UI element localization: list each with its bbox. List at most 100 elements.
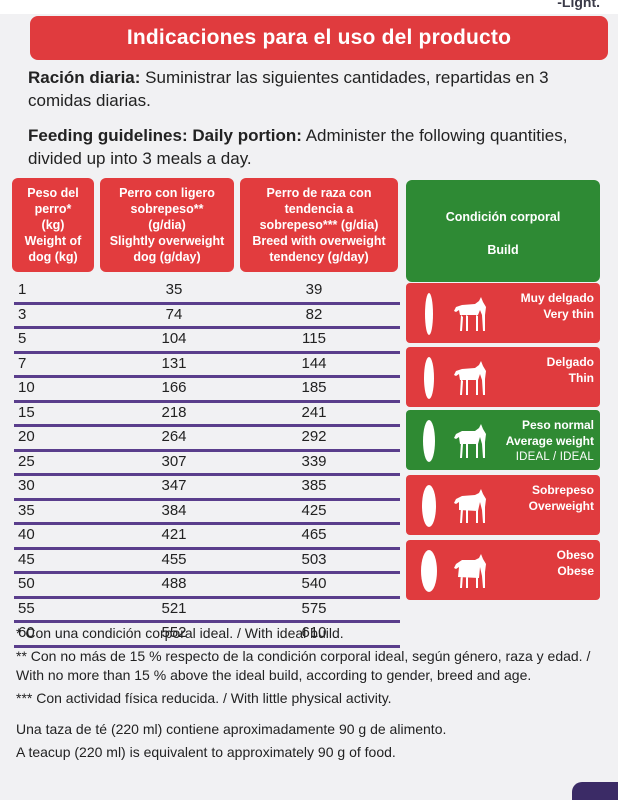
table-row: 60 552 610	[14, 623, 400, 648]
teacup-note-es: Una taza de té (220 ml) contiene aproxim…	[16, 721, 447, 737]
cell-breed: 503	[301, 550, 327, 568]
header-line: Breed with overweight	[252, 234, 386, 248]
condition-label-es: Muy delgado	[520, 291, 594, 305]
cell-breed: 82	[305, 305, 323, 323]
dog-silhouette-icon	[454, 361, 486, 395]
cell-light: 347	[161, 477, 187, 494]
cell-light: 35	[165, 281, 183, 298]
cell-weight: 40	[18, 526, 35, 543]
condition-very-thin: Muy delgado Very thin	[406, 283, 600, 343]
body-condition-title: Condición corporal	[445, 210, 561, 224]
cell-light: 131	[161, 354, 187, 372]
cell-weight: 50	[18, 575, 35, 592]
cell-light: 307	[161, 452, 187, 470]
table-row: 5 104 115	[14, 329, 400, 354]
cell-breed: 185	[301, 379, 327, 396]
cell-breed: 610	[301, 624, 327, 641]
dog-silhouette-icon	[454, 489, 486, 523]
dog-silhouette-icon	[454, 554, 486, 588]
cell-breed: 425	[301, 501, 327, 519]
header-line: sobrepeso*** (g/dia)	[259, 218, 379, 232]
cell-weight: 20	[18, 428, 35, 445]
ration-es-text: Suministrar las siguientes cantidades, r…	[28, 68, 549, 110]
ration-es-label: Ración diaria:	[28, 68, 141, 87]
table-row: 45 455 503	[14, 550, 400, 574]
table-row: 55 521 575	[14, 599, 400, 623]
table-row: 15 218 241	[14, 403, 400, 427]
condition-thin: Delgado Thin	[406, 347, 600, 407]
cell-breed: 144	[301, 354, 327, 372]
top-fragment: -Light.	[557, 0, 600, 10]
ideal-label: IDEAL / IDEAL	[515, 451, 594, 463]
table-row: 10 166 185	[14, 378, 400, 403]
table-row: 3 74 82	[14, 305, 400, 329]
header-line: dog (kg)	[28, 250, 78, 264]
cell-weight: 60	[18, 624, 35, 641]
cell-weight: 7	[18, 354, 27, 372]
dog-top-view-icon	[421, 550, 437, 592]
footnotes: * Con una condición corporal ideal. / Wi…	[16, 624, 606, 766]
header-line: Perro de raza con	[266, 186, 372, 200]
ration-en-text: Administer the following quantities, div…	[28, 126, 568, 168]
header-slightly-overweight: Perro con ligero sobrepeso** (g/dia) Sli…	[100, 178, 234, 272]
cell-weight: 35	[18, 501, 35, 519]
condition-label-en: Thin	[568, 371, 594, 385]
body-condition-header: Condición corporal Build	[406, 180, 600, 282]
condition-label-es: Sobrepeso	[531, 483, 594, 497]
table-row: 20 264 292	[14, 427, 400, 452]
dog-top-view-icon	[423, 420, 435, 462]
cell-light: 218	[161, 403, 187, 421]
cell-light: 455	[161, 550, 187, 568]
condition-label-en: Overweight	[528, 499, 594, 513]
condition-label-en: Average weight	[505, 434, 594, 448]
condition-overweight: Sobrepeso Overweight	[406, 475, 600, 535]
table-row: 50 488 540	[14, 574, 400, 599]
section-banner: Indicaciones para el uso del producto	[30, 16, 608, 60]
cell-breed: 339	[301, 452, 327, 470]
cell-light: 552	[161, 624, 187, 641]
cell-breed: 575	[301, 599, 327, 617]
cell-light: 488	[161, 575, 187, 592]
cell-light: 264	[161, 428, 187, 445]
table-row: 40 421 465	[14, 525, 400, 550]
condition-label-en: Obese	[557, 564, 594, 578]
table-row: 30 347 385	[14, 476, 400, 501]
dog-top-view-icon	[424, 357, 434, 399]
cell-light: 74	[165, 305, 183, 323]
header-line: perro*	[34, 202, 72, 216]
header-line: tendencia a	[284, 202, 354, 216]
feeding-guidelines-en: Feeding guidelines: Daily portion: Admin…	[28, 124, 603, 170]
table-row: 1 35 39	[14, 280, 400, 305]
footnote-1: * Con una condición corporal ideal. / Wi…	[16, 625, 344, 641]
cell-breed: 241	[301, 403, 327, 421]
header-line: Slightly overweight	[109, 234, 225, 248]
footnote-2: ** Con no más de 15 % respecto de la con…	[16, 648, 591, 683]
cell-breed: 465	[301, 526, 327, 543]
teacup-note-en: A teacup (220 ml) is equivalent to appro…	[16, 744, 396, 760]
dog-top-view-icon	[422, 485, 436, 527]
cell-light: 421	[161, 526, 187, 543]
condition-label-es: Delgado	[546, 355, 594, 369]
feeding-table: 1 35 39 3 74 82 5 104 115 7 131 144 10 166 185 15 2…	[14, 280, 400, 648]
cell-light: 384	[161, 501, 187, 519]
header-dog-weight: Peso del perro* (kg) Weight of dog (kg)	[12, 178, 94, 272]
cell-weight: 15	[18, 403, 35, 421]
dog-silhouette-icon	[454, 297, 486, 331]
cell-weight: 3	[18, 305, 27, 323]
condition-label-en: Very thin	[543, 307, 594, 321]
condition-label-es: Peso normal	[521, 418, 594, 432]
cell-light: 521	[161, 599, 187, 617]
cell-weight: 1	[18, 281, 27, 298]
table-row: 7 131 144	[14, 354, 400, 378]
cell-breed: 39	[305, 281, 323, 298]
cell-breed: 385	[301, 477, 327, 494]
cell-breed: 115	[302, 330, 326, 347]
header-line: Peso del	[27, 186, 79, 200]
cell-breed: 292	[301, 428, 327, 445]
header-breed-overweight: Perro de raza con tendencia a sobrepeso*…	[240, 178, 398, 272]
table-row: 25 307 339	[14, 452, 400, 476]
cell-weight: 5	[18, 330, 27, 347]
header-line: Weight of	[24, 234, 82, 248]
header-line: (g/dia)	[148, 218, 186, 232]
cell-weight: 10	[18, 379, 35, 396]
